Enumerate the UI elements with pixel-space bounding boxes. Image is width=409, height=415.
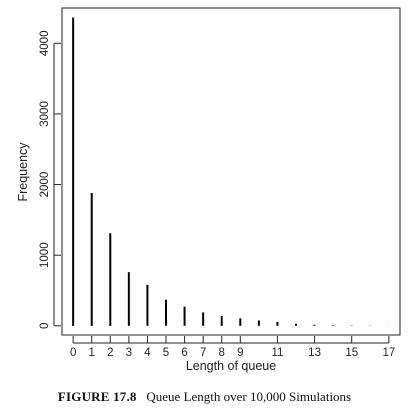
y-axis: 0 1000 2000 3000 4000 xyxy=(39,31,61,329)
x-tick-label-11: 11 xyxy=(271,347,283,359)
bars xyxy=(72,17,390,326)
x-tick-label-7: 7 xyxy=(200,347,206,359)
x-tick-label-5: 5 xyxy=(163,347,169,359)
figure-label: FIGURE 17.8 xyxy=(57,389,137,404)
x-tick-label-8: 8 xyxy=(219,347,225,359)
figure-caption-text: Queue Length over 10,000 Simulations xyxy=(146,389,352,404)
x-tick-label-6: 6 xyxy=(181,347,187,359)
x-tick-label-17: 17 xyxy=(382,347,395,359)
y-tick-label-3000: 3000 xyxy=(39,101,51,127)
y-tick-label-4000: 4000 xyxy=(39,31,51,57)
x-axis: 0 1 2 3 4 5 6 7 8 9 11 13 15 17 xyxy=(70,336,395,359)
x-tick-label-15: 15 xyxy=(345,347,358,359)
x-axis-title: Length of queue xyxy=(186,359,276,373)
x-tick-label-0: 0 xyxy=(70,347,76,359)
y-tick-label-0: 0 xyxy=(39,323,51,329)
x-tick-label-4: 4 xyxy=(144,347,151,359)
y-tick-label-2000: 2000 xyxy=(39,172,51,198)
x-tick-label-3: 3 xyxy=(126,347,132,359)
y-tick-label-1000: 1000 xyxy=(39,242,51,268)
y-axis-title: Frequency xyxy=(16,142,30,202)
plot-frame xyxy=(61,7,401,336)
x-tick-label-1: 1 xyxy=(89,347,95,359)
x-tick-label-9: 9 xyxy=(237,347,243,359)
chart: 0 1 2 3 4 5 6 7 8 9 11 13 15 17 0 1000 2000 3000 4000 Len… xyxy=(16,7,401,373)
figure-caption: FIGURE 17.8 Queue Length over 10,000 Sim… xyxy=(0,389,409,405)
x-tick-label-2: 2 xyxy=(107,347,113,359)
x-tick-label-13: 13 xyxy=(308,347,321,359)
